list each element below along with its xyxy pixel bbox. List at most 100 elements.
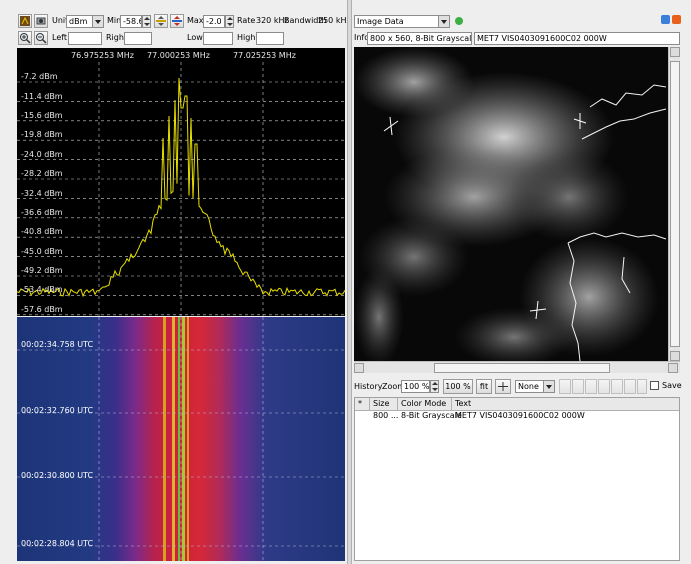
source-select[interactable]: Image Data <box>354 15 450 28</box>
spectrum-grid <box>17 62 345 316</box>
db-label: -49.2 dBm <box>21 266 63 275</box>
status-indicator <box>455 17 463 25</box>
db-label: -57.6 dBm <box>21 305 63 314</box>
zoom-stepper[interactable] <box>430 380 439 393</box>
antenna-icon <box>20 16 30 26</box>
left-field[interactable] <box>68 32 102 45</box>
zoom-100-button[interactable]: 100 % <box>443 379 473 394</box>
screenshot-button[interactable] <box>34 14 48 28</box>
chevron-down-icon <box>438 16 449 27</box>
low-label: Low <box>187 33 203 42</box>
scroll-right-button[interactable] <box>668 363 678 373</box>
tool-button-6[interactable] <box>624 379 636 394</box>
freq-label-left: 76.975253 MHz <box>71 51 134 60</box>
scroll-left-button[interactable] <box>354 363 364 373</box>
satellite-image-render <box>354 47 667 361</box>
fit-button[interactable]: fit <box>476 379 492 394</box>
column-header-color-mode[interactable]: Color Mode <box>401 399 447 408</box>
db-label: -19.8 dBm <box>21 130 63 139</box>
table-row[interactable]: 800 ... 8-Bit Grayscale MET7 VIS04030916… <box>355 411 679 422</box>
spectrum-trace <box>17 77 345 298</box>
image-vertical-scrollbar[interactable] <box>668 47 680 361</box>
column-divider <box>451 398 452 411</box>
horizontal-scroll-thumb[interactable] <box>434 363 610 373</box>
tool-button-4[interactable] <box>598 379 610 394</box>
unit-select[interactable]: dBm <box>66 15 104 28</box>
auto-level-button[interactable] <box>154 14 168 28</box>
rate-label: Rate <box>237 16 256 25</box>
chevron-down-icon <box>92 16 103 27</box>
time-label: 00:02:32.760 UTC <box>21 406 94 415</box>
save-checkbox[interactable] <box>650 381 659 390</box>
spectrum-mode-button[interactable] <box>18 14 32 28</box>
table-header: * Size Color Mode Text <box>355 398 679 411</box>
high-field[interactable] <box>256 32 284 45</box>
chevron-down-icon <box>543 381 554 392</box>
zoom-in-icon <box>20 33 31 44</box>
db-label: -45.0 dBm <box>21 247 63 256</box>
column-header-size[interactable]: Size <box>373 399 390 408</box>
db-label: -40.8 dBm <box>21 227 63 236</box>
bandwidth-label: Bandwidth <box>284 16 327 25</box>
zoom-label: Zoom <box>382 382 406 391</box>
tool-button-7[interactable] <box>637 379 647 394</box>
max-label: Max <box>187 16 204 25</box>
info-label: Info <box>354 33 370 42</box>
scroll-up-button[interactable] <box>670 47 680 57</box>
image-horizontal-scrollbar[interactable] <box>354 361 680 373</box>
filter-value: None <box>518 382 539 391</box>
satellite-image[interactable] <box>354 47 668 361</box>
time-label: 00:02:30.800 UTC <box>21 471 94 480</box>
level-arrows-icon <box>156 16 166 26</box>
max-field[interactable]: -2.0 <box>203 15 225 28</box>
low-field[interactable] <box>203 32 233 45</box>
freq-label-center: 77.000253 MHz <box>147 51 210 60</box>
unit-label: Unit <box>52 16 69 25</box>
column-divider <box>397 398 398 411</box>
vertical-scroll-thumb[interactable] <box>670 61 680 347</box>
max-stepper[interactable] <box>225 15 234 28</box>
freq-label-right: 77.025253 MHz <box>233 51 296 60</box>
pan-button[interactable] <box>495 379 511 394</box>
zoom-out-button[interactable] <box>34 31 48 45</box>
window-close-button[interactable] <box>672 15 681 24</box>
right-field[interactable] <box>124 32 152 45</box>
min-field[interactable]: -58.6 <box>120 15 142 28</box>
db-label: -7.2 dBm <box>21 72 58 81</box>
tool-button-1[interactable] <box>559 379 571 394</box>
db-label: -32.4 dBm <box>21 189 63 198</box>
cell-size: 800 ... <box>373 411 399 420</box>
zoom-in-button[interactable] <box>18 31 32 45</box>
waterfall-plot[interactable]: 00:02:34.758 UTC 00:02:32.760 UTC 00:02:… <box>17 317 345 561</box>
zoom-out-icon <box>36 33 47 44</box>
reference-level-button[interactable] <box>170 14 184 28</box>
tool-button-2[interactable] <box>572 379 584 394</box>
panel-splitter[interactable] <box>347 0 352 564</box>
scroll-down-button[interactable] <box>670 351 680 361</box>
tool-button-5[interactable] <box>611 379 623 394</box>
db-label: -15.6 dBm <box>21 111 63 120</box>
db-label: -24.0 dBm <box>21 150 63 159</box>
high-label: High <box>237 33 256 42</box>
column-header-text[interactable]: Text <box>455 399 472 408</box>
zoom-field[interactable]: 100 % <box>401 380 430 393</box>
time-label: 00:02:28.804 UTC <box>21 539 94 548</box>
db-label: -36.6 dBm <box>21 208 63 217</box>
info-dims-field: 800 x 560, 8-Bit Grayscale <box>367 32 472 45</box>
filter-select[interactable]: None <box>515 380 555 393</box>
min-stepper[interactable] <box>142 15 151 28</box>
left-label: Left <box>52 33 68 42</box>
tool-button-3[interactable] <box>585 379 597 394</box>
cell-color-mode: 8-Bit Grayscale <box>401 411 462 420</box>
window-float-button[interactable] <box>661 15 670 24</box>
waterfall-lines <box>17 317 345 561</box>
db-label: -28.2 dBm <box>21 169 63 178</box>
column-divider <box>369 398 370 411</box>
move-icon <box>498 382 508 391</box>
spectrum-plot[interactable]: 76.975253 MHz 77.000253 MHz 77.025253 MH… <box>17 48 345 316</box>
save-label: Save <box>662 381 682 390</box>
column-header-star[interactable]: * <box>358 399 362 408</box>
right-label: Right <box>106 33 128 42</box>
camera-icon <box>36 17 46 25</box>
db-label: -11.4 dBm <box>21 92 63 101</box>
